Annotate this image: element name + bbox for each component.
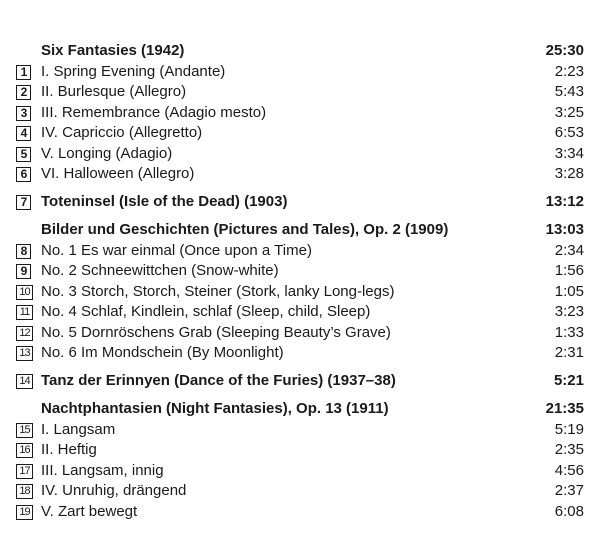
track-title: V. Longing (Adagio) bbox=[41, 144, 173, 162]
track-row: 6 VI. Halloween (Allegro) 3:28 bbox=[16, 164, 584, 185]
work-group: Six Fantasies (1942) 25:30 1 I. Spring Even… bbox=[16, 41, 584, 185]
track-number-box: 11 bbox=[16, 305, 33, 320]
track-row: 17 III. Langsam, innig 4:56 bbox=[16, 461, 584, 482]
track-number-box: 19 bbox=[16, 504, 33, 520]
track-duration: 2:34 bbox=[554, 241, 584, 259]
track-number-box: 18 bbox=[16, 484, 33, 499]
track-title: V. Zart bewegt bbox=[41, 502, 138, 520]
track-list: Six Fantasies (1942) 25:30 1 I. Spring Even… bbox=[16, 41, 584, 522]
track-title: No. 3 Storch, Storch, Steiner (Stork, la… bbox=[41, 282, 395, 300]
work-duration: 21:35 bbox=[545, 400, 584, 417]
track-duration: 5:21 bbox=[553, 372, 584, 389]
track-number-box: 15 bbox=[16, 422, 33, 438]
track-title: III. Langsam, innig bbox=[41, 461, 164, 479]
track-title: II. Heftig bbox=[41, 441, 97, 458]
track-row: 8 No. 1 Es war einmal (Once upon a Time) 2… bbox=[16, 241, 584, 262]
track-title: No. 5 Dornröschens Grab (Sleeping Beauty… bbox=[41, 323, 391, 341]
track-row: 19 V. Zart bewegt 6:08 bbox=[16, 502, 584, 523]
track-title: No. 2 Schneewittchen (Snow-white) bbox=[41, 262, 279, 279]
track-title: VI. Halloween (Allegro) bbox=[41, 165, 195, 182]
work-group: 14 Tanz der Erinnyen (Dance of the Furies… bbox=[16, 371, 584, 392]
track-number-box: 13 bbox=[16, 346, 33, 361]
track-duration: 2:37 bbox=[554, 482, 584, 499]
track-number-box: 14 bbox=[16, 374, 33, 389]
track-title: Toteninsel (Isle of the Dead) (1903) bbox=[41, 193, 288, 210]
work-heading: Six Fantasies (1942) 25:30 bbox=[16, 41, 584, 62]
work-title: Nachtphantasien (Night Fantasies), Op. 1… bbox=[41, 400, 389, 417]
track-row: 15 I. Langsam 5:19 bbox=[16, 420, 584, 441]
track-number-box: 17 bbox=[16, 463, 33, 479]
track-row: 16 II. Heftig 2:35 bbox=[16, 440, 584, 461]
track-number-box: 3 bbox=[16, 105, 31, 121]
work-heading: Nachtphantasien (Night Fantasies), Op. 1… bbox=[16, 399, 584, 420]
track-duration: 4:56 bbox=[554, 461, 584, 479]
track-duration: 1:05 bbox=[554, 282, 584, 300]
track-number-box: 10 bbox=[16, 284, 33, 300]
track-row: 13 No. 6 Im Mondschein (By Moonlight) 2:31 bbox=[16, 343, 584, 364]
track-number-box: 7 bbox=[16, 195, 31, 210]
track-title: Tanz der Erinnyen (Dance of the Furies) … bbox=[41, 372, 396, 389]
track-row: 18 IV. Unruhig, drängend 2:37 bbox=[16, 481, 584, 502]
track-number-box: 12 bbox=[16, 325, 33, 341]
track-title: II. Burlesque (Allegro) bbox=[41, 83, 187, 100]
track-row: 4 IV. Capriccio (Allegretto) 6:53 bbox=[16, 123, 584, 144]
track-row: 5 V. Longing (Adagio) 3:34 bbox=[16, 144, 584, 165]
work-group: Nachtphantasien (Night Fantasies), Op. 1… bbox=[16, 399, 584, 522]
track-title: IV. Capriccio (Allegretto) bbox=[41, 124, 203, 141]
track-duration: 3:34 bbox=[554, 144, 584, 162]
track-duration: 3:28 bbox=[554, 165, 584, 182]
track-row: 7 Toteninsel (Isle of the Dead) (1903) 13:… bbox=[16, 192, 584, 213]
track-row: 1 I. Spring Evening (Andante) 2:23 bbox=[16, 62, 584, 83]
work-group: Bilder und Geschichten (Pictures and Tal… bbox=[16, 220, 584, 364]
track-number-box: 8 bbox=[16, 243, 31, 259]
work-group: 7 Toteninsel (Isle of the Dead) (1903) 13:… bbox=[16, 192, 584, 213]
track-title: III. Remembrance (Adagio mesto) bbox=[41, 103, 267, 121]
work-duration: 13:03 bbox=[545, 221, 584, 238]
work-duration: 25:30 bbox=[545, 42, 584, 59]
track-number-box: 16 bbox=[16, 443, 33, 458]
track-duration: 13:12 bbox=[545, 193, 584, 210]
track-duration: 5:43 bbox=[554, 83, 584, 100]
track-number-box: 9 bbox=[16, 264, 31, 279]
work-heading: Bilder und Geschichten (Pictures and Tal… bbox=[16, 220, 584, 241]
track-number-box: 4 bbox=[16, 126, 31, 141]
track-row: 11 No. 4 Schlaf, Kindlein, schlaf (Sleep,… bbox=[16, 302, 584, 323]
track-row: 3 III. Remembrance (Adagio mesto) 3:25 bbox=[16, 103, 584, 124]
work-title: Bilder und Geschichten (Pictures and Tal… bbox=[41, 221, 449, 238]
track-duration: 3:25 bbox=[554, 103, 584, 121]
track-duration: 1:33 bbox=[554, 323, 584, 341]
track-duration: 6:53 bbox=[554, 124, 584, 141]
track-duration: 3:23 bbox=[554, 303, 584, 320]
track-row: 14 Tanz der Erinnyen (Dance of the Furies… bbox=[16, 371, 584, 392]
track-title: No. 6 Im Mondschein (By Moonlight) bbox=[41, 344, 284, 361]
track-duration: 2:35 bbox=[554, 441, 584, 458]
track-number-box: 2 bbox=[16, 85, 31, 100]
work-title: Six Fantasies (1942) bbox=[41, 42, 185, 59]
track-number-box: 6 bbox=[16, 167, 31, 182]
track-duration: 1:56 bbox=[554, 262, 584, 279]
track-row: 2 II. Burlesque (Allegro) 5:43 bbox=[16, 82, 584, 103]
track-duration: 2:31 bbox=[554, 344, 584, 361]
track-number-box: 1 bbox=[16, 64, 31, 80]
track-duration: 5:19 bbox=[554, 420, 584, 438]
track-title: I. Spring Evening (Andante) bbox=[41, 62, 226, 80]
track-title: IV. Unruhig, drängend bbox=[41, 482, 187, 499]
track-title: No. 1 Es war einmal (Once upon a Time) bbox=[41, 241, 312, 259]
track-duration: 2:23 bbox=[554, 62, 584, 80]
track-row: 10 No. 3 Storch, Storch, Steiner (Stork, … bbox=[16, 282, 584, 303]
track-row: 9 No. 2 Schneewittchen (Snow-white) 1:56 bbox=[16, 261, 584, 282]
track-duration: 6:08 bbox=[554, 502, 584, 520]
track-title: I. Langsam bbox=[41, 420, 116, 438]
track-number-box: 5 bbox=[16, 146, 31, 162]
track-title: No. 4 Schlaf, Kindlein, schlaf (Sleep, c… bbox=[41, 303, 371, 320]
track-row: 12 No. 5 Dornröschens Grab (Sleeping Beau… bbox=[16, 323, 584, 344]
